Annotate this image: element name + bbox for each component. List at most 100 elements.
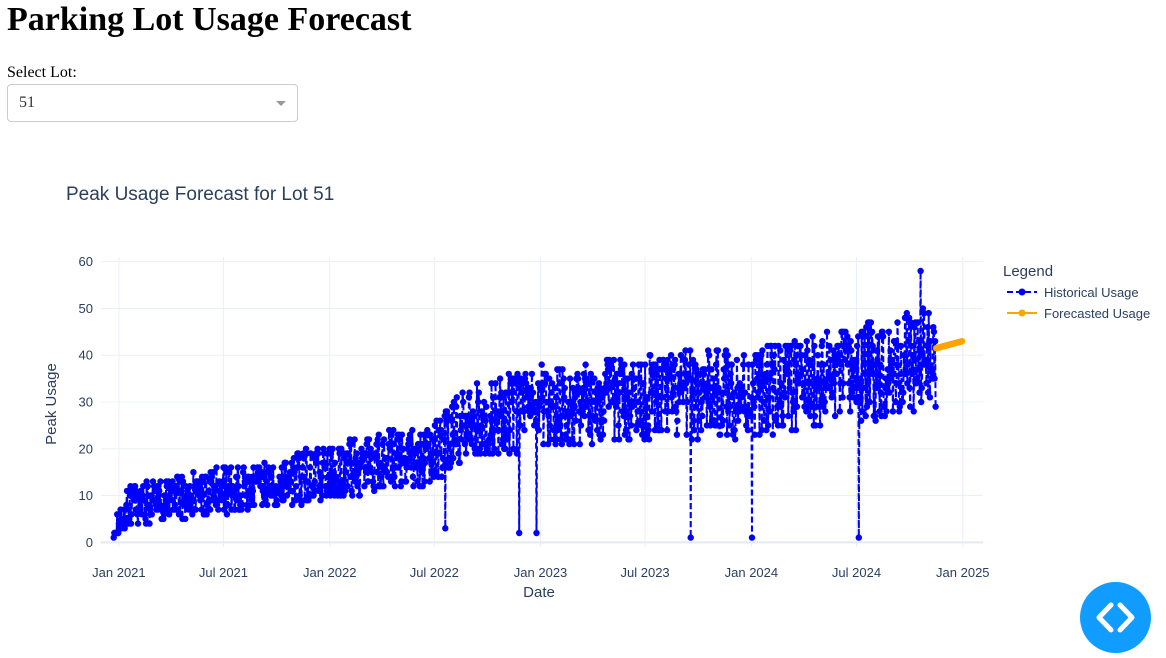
code-toggle-button[interactable] bbox=[1080, 582, 1151, 653]
historical-point bbox=[812, 422, 819, 429]
historical-point bbox=[522, 370, 529, 378]
historical-point bbox=[295, 454, 303, 462]
legend-item-label: Historical Usage bbox=[1044, 285, 1139, 300]
historical-point bbox=[546, 422, 553, 429]
historical-point bbox=[754, 375, 761, 382]
historical-usage-markers bbox=[110, 267, 939, 541]
historical-point bbox=[442, 525, 449, 532]
historical-point bbox=[491, 417, 499, 424]
historical-point bbox=[723, 431, 731, 438]
historical-point bbox=[754, 394, 761, 401]
y-tick-label: 30 bbox=[79, 395, 93, 410]
historical-point bbox=[781, 389, 788, 396]
historical-point bbox=[300, 454, 307, 462]
historical-point bbox=[240, 464, 247, 471]
historical-point bbox=[356, 492, 363, 499]
historical-point bbox=[287, 478, 295, 485]
historical-point bbox=[557, 380, 564, 387]
historical-point bbox=[276, 483, 284, 490]
x-tick-label: Jan 2025 bbox=[936, 565, 990, 580]
chart-series bbox=[110, 267, 966, 541]
historical-point bbox=[844, 361, 851, 368]
y-tick-label: 10 bbox=[79, 488, 93, 503]
historical-point bbox=[837, 361, 845, 368]
historical-point bbox=[871, 361, 878, 368]
historical-point bbox=[759, 347, 766, 354]
historical-point bbox=[344, 483, 351, 490]
historical-point bbox=[836, 408, 843, 415]
historical-point bbox=[425, 440, 432, 448]
lot-select-dropdown[interactable]: 51 bbox=[7, 84, 298, 122]
historical-point bbox=[362, 469, 370, 476]
historical-point bbox=[156, 487, 163, 495]
historical-point bbox=[576, 440, 583, 448]
historical-point bbox=[793, 403, 801, 410]
historical-point bbox=[465, 394, 473, 401]
historical-point bbox=[783, 370, 790, 378]
historical-point bbox=[371, 487, 378, 495]
historical-point bbox=[574, 375, 582, 382]
historical-point bbox=[436, 450, 443, 457]
historical-point bbox=[342, 469, 350, 476]
historical-point bbox=[329, 445, 336, 452]
historical-point bbox=[734, 417, 742, 424]
historical-point bbox=[622, 426, 630, 434]
historical-point bbox=[490, 394, 497, 401]
historical-point bbox=[807, 361, 815, 368]
historical-point bbox=[130, 492, 137, 499]
historical-point bbox=[447, 440, 454, 448]
historical-point bbox=[554, 426, 562, 434]
historical-point bbox=[772, 417, 779, 424]
historical-point bbox=[829, 389, 836, 396]
historical-point bbox=[703, 389, 710, 396]
historical-point bbox=[318, 473, 325, 480]
historical-point bbox=[477, 422, 485, 429]
historical-point bbox=[628, 422, 635, 429]
historical-point bbox=[466, 389, 473, 396]
historical-point bbox=[402, 478, 410, 485]
historical-point bbox=[916, 347, 924, 354]
historical-point bbox=[546, 375, 553, 382]
historical-point bbox=[823, 328, 831, 335]
historical-point bbox=[560, 375, 567, 382]
historical-point bbox=[506, 426, 514, 434]
historical-point bbox=[418, 440, 425, 448]
historical-point bbox=[461, 422, 468, 429]
historical-point bbox=[172, 506, 180, 513]
historical-point bbox=[421, 459, 429, 466]
historical-point bbox=[691, 426, 698, 434]
chart-legend[interactable]: Legend Historical Usage Forecasted Usage bbox=[1003, 263, 1150, 321]
historical-point bbox=[515, 384, 522, 392]
chevron-down-icon[interactable] bbox=[276, 101, 286, 106]
historical-point bbox=[906, 384, 913, 392]
historical-point bbox=[186, 483, 194, 490]
legend-item-label: Forecasted Usage bbox=[1044, 306, 1150, 321]
historical-point bbox=[495, 426, 503, 434]
historical-point bbox=[569, 384, 577, 392]
historical-point bbox=[922, 356, 929, 364]
historical-point bbox=[130, 497, 138, 504]
historical-point bbox=[315, 450, 322, 457]
historical-point bbox=[580, 384, 587, 392]
historical-point bbox=[773, 412, 780, 420]
historical-point bbox=[879, 333, 887, 340]
historical-point bbox=[747, 412, 754, 420]
historical-point bbox=[844, 333, 851, 340]
historical-point bbox=[760, 398, 767, 406]
historical-point bbox=[620, 412, 627, 420]
historical-point bbox=[864, 380, 871, 387]
historical-point bbox=[781, 394, 789, 401]
historical-point bbox=[450, 454, 457, 462]
historical-point bbox=[870, 370, 877, 378]
historical-point bbox=[521, 426, 528, 434]
historical-point bbox=[706, 403, 713, 410]
historical-point bbox=[540, 440, 547, 448]
historical-point bbox=[409, 473, 417, 480]
historical-point bbox=[477, 450, 484, 457]
historical-point bbox=[572, 417, 579, 424]
historical-point bbox=[261, 492, 269, 499]
historical-point bbox=[852, 366, 860, 373]
historical-point bbox=[202, 473, 210, 480]
historical-point bbox=[227, 464, 235, 471]
historical-point bbox=[410, 483, 417, 490]
